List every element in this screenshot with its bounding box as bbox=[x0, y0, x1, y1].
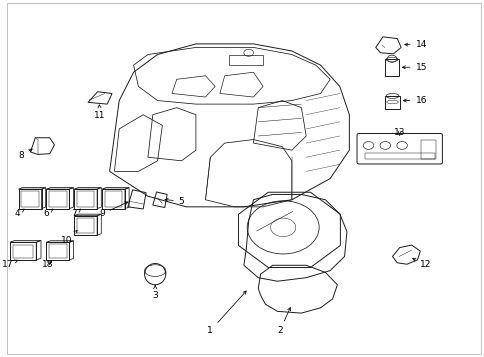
Text: 15: 15 bbox=[402, 63, 426, 72]
Text: 10: 10 bbox=[60, 231, 77, 245]
Text: 9: 9 bbox=[99, 202, 128, 218]
Text: 4: 4 bbox=[15, 209, 24, 218]
Text: 14: 14 bbox=[404, 40, 426, 49]
Text: 6: 6 bbox=[44, 209, 53, 218]
Text: 17: 17 bbox=[2, 260, 18, 269]
Text: 18: 18 bbox=[42, 260, 53, 269]
Text: 3: 3 bbox=[152, 285, 158, 300]
Text: 11: 11 bbox=[94, 105, 106, 120]
Text: 16: 16 bbox=[403, 96, 426, 105]
Text: 1: 1 bbox=[207, 291, 246, 335]
Text: 2: 2 bbox=[276, 308, 290, 335]
Text: 12: 12 bbox=[412, 258, 431, 269]
Text: 7: 7 bbox=[71, 209, 80, 218]
Text: 13: 13 bbox=[393, 128, 405, 137]
Text: 5: 5 bbox=[165, 197, 184, 206]
Text: 8: 8 bbox=[18, 149, 32, 160]
